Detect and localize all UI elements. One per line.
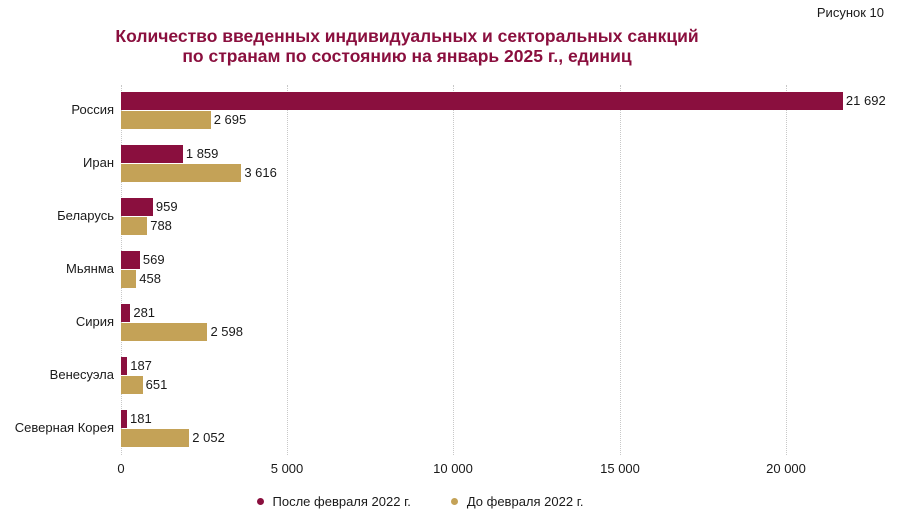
value-label: 187 <box>130 358 152 373</box>
bar-after <box>121 92 843 110</box>
legend-label: После февраля 2022 г. <box>272 494 411 509</box>
bar-after <box>121 145 183 163</box>
gridline-10000 <box>453 85 454 455</box>
category-label: Венесуэла <box>49 367 114 382</box>
value-label: 788 <box>150 218 172 233</box>
bar-before <box>121 323 208 341</box>
bar-before <box>121 429 190 447</box>
bar-after <box>121 357 128 375</box>
chart-title: Количество введенных индивидуальных и се… <box>0 26 814 66</box>
bar-after <box>121 198 153 216</box>
category-label: Северная Корея <box>14 420 114 435</box>
category-label: Иран <box>83 155 114 170</box>
bar-after <box>121 304 131 322</box>
value-label: 2 695 <box>213 112 247 127</box>
legend-item-after: После февраля 2022 г. <box>256 494 411 509</box>
legend-item-before: До февраля 2022 г. <box>450 494 584 509</box>
x-tick: 5 000 <box>270 461 304 476</box>
value-label: 21 692 <box>845 93 886 108</box>
figure-label: Рисунок 10 <box>816 5 884 20</box>
legend-dot-icon <box>256 498 264 505</box>
value-label: 3 616 <box>244 165 277 180</box>
gridline-20000 <box>786 85 787 455</box>
value-label: 458 <box>139 271 161 286</box>
bar-before <box>121 270 137 288</box>
bar-before <box>121 111 211 129</box>
legend-label: До февраля 2022 г. <box>466 494 584 509</box>
bar-before <box>121 164 242 182</box>
x-tick: 0 <box>117 461 125 476</box>
value-label: 569 <box>142 252 165 267</box>
value-label: 959 <box>155 199 178 214</box>
bar-after <box>121 251 140 269</box>
value-label: 1 859 <box>185 146 219 161</box>
category-label: Россия <box>71 102 114 117</box>
x-tick: 10 000 <box>433 461 473 476</box>
value-label: 2 052 <box>192 430 225 445</box>
bar-after <box>121 410 128 428</box>
gridline-15000 <box>620 85 621 455</box>
x-tick: 15 000 <box>600 461 640 476</box>
value-label: 181 <box>130 411 152 426</box>
bar-before <box>121 376 143 394</box>
bar-before <box>121 217 148 235</box>
legend: После февраля 2022 г. До февраля 2022 г. <box>0 494 900 509</box>
value-label: 2 598 <box>210 324 243 339</box>
value-label: 651 <box>145 377 168 392</box>
legend-dot-icon <box>450 498 458 505</box>
category-label: Сирия <box>75 314 114 329</box>
category-label: Мьянма <box>66 261 114 276</box>
value-label: 281 <box>133 305 156 320</box>
gridline-5000 <box>287 85 288 455</box>
chart-title-line2: по странам по состоянию на январь 2025 г… <box>182 46 632 66</box>
x-tick: 20 000 <box>766 461 806 476</box>
chart-title-line1: Количество введенных индивидуальных и се… <box>115 26 699 46</box>
category-label: Беларусь <box>57 208 114 223</box>
